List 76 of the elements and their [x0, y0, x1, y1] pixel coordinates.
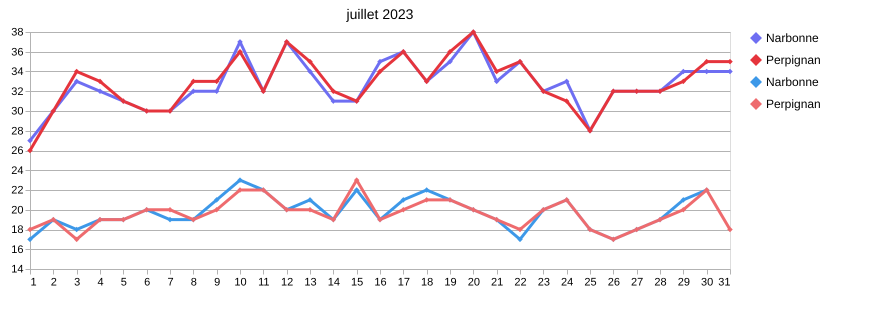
x-tick-label: 19 — [444, 276, 457, 288]
x-tick-label: 29 — [678, 276, 690, 288]
x-tick-label: 18 — [421, 276, 434, 288]
x-tick-label: 15 — [351, 276, 364, 288]
y-tick-label: 32 — [11, 86, 24, 98]
x-tick-label: 22 — [514, 276, 527, 288]
y-tick-label: 34 — [11, 66, 24, 78]
point — [27, 236, 33, 242]
point — [354, 187, 360, 193]
point — [447, 58, 453, 64]
x-tick-label: 3 — [74, 276, 80, 288]
x-tick-label: 14 — [328, 276, 340, 288]
x-tick-label: 20 — [468, 276, 480, 288]
x-tick-label: 31 — [718, 276, 730, 288]
y-tick-label: 24 — [11, 164, 24, 177]
y-tick-label: 28 — [11, 125, 24, 138]
point — [27, 138, 33, 144]
x-tick-label: 23 — [538, 276, 550, 288]
legend-label: Perpignan — [766, 97, 821, 111]
point — [307, 58, 313, 64]
x-tick-label: 6 — [144, 276, 150, 288]
x-tick-label: 11 — [258, 276, 270, 288]
point — [680, 197, 686, 203]
x-tick-label: 30 — [701, 276, 714, 288]
x-tick-label: 2 — [50, 276, 57, 288]
x-tick-label: 12 — [281, 276, 294, 288]
legend-label: Narbonne — [766, 31, 820, 45]
point — [377, 68, 383, 74]
point — [377, 58, 383, 64]
x-tick-label: 4 — [97, 276, 104, 288]
x-tick-label: 28 — [654, 276, 667, 288]
x-tick-label: 26 — [608, 276, 620, 288]
y-tick-label: 22 — [11, 184, 24, 196]
point — [237, 177, 243, 183]
x-tick-label: 16 — [374, 276, 387, 288]
y-tick-label: 16 — [11, 244, 24, 256]
point — [564, 98, 570, 104]
point — [214, 207, 220, 212]
x-tick-label: 13 — [304, 276, 317, 288]
chart-title: juillet 2023 — [346, 6, 414, 22]
y-tick-label: 38 — [11, 26, 24, 38]
legend-label: Narbonne — [766, 75, 820, 89]
x-tick-label: 21 — [491, 276, 504, 288]
x-tick-label: 9 — [214, 276, 220, 288]
point — [680, 78, 686, 84]
y-tick-label: 20 — [11, 204, 24, 216]
point — [517, 226, 523, 232]
x-tick-label: 10 — [234, 276, 247, 288]
x-tick-label: 24 — [561, 276, 574, 288]
y-tick-label: 14 — [11, 264, 24, 276]
legend-label: Perpignan — [766, 53, 821, 67]
x-tick-label: 25 — [584, 276, 597, 288]
x-tick-label: 7 — [167, 276, 174, 288]
point — [564, 78, 570, 84]
x-tick-label: 5 — [120, 276, 127, 288]
point — [307, 197, 313, 203]
point — [680, 207, 686, 212]
x-tick-label: 17 — [398, 276, 410, 288]
point — [97, 78, 103, 84]
point — [727, 226, 733, 232]
point — [74, 236, 80, 242]
point — [74, 78, 80, 84]
x-tick-label: 8 — [190, 276, 197, 288]
y-tick-label: 30 — [11, 106, 24, 118]
point — [307, 68, 313, 74]
point — [214, 197, 220, 203]
y-tick-label: 36 — [11, 46, 24, 58]
point — [517, 236, 523, 242]
point — [74, 68, 80, 74]
point — [330, 88, 336, 94]
point — [494, 68, 500, 74]
y-tick-label: 26 — [11, 145, 24, 157]
y-tick-label: 18 — [11, 224, 24, 236]
x-tick-label: 1 — [30, 276, 37, 288]
point — [400, 197, 406, 203]
x-tick-label: 27 — [631, 276, 644, 288]
